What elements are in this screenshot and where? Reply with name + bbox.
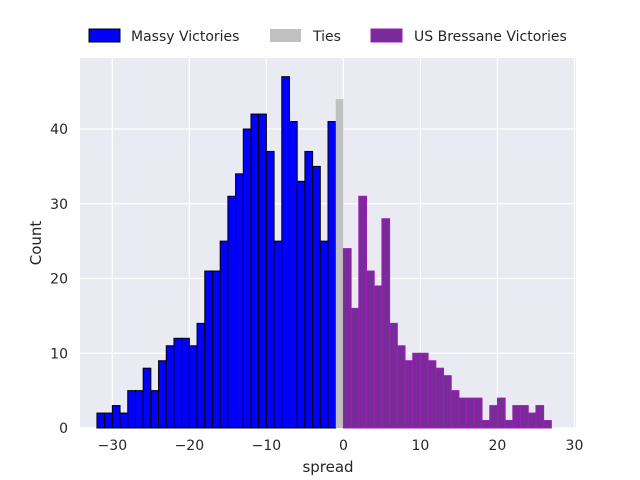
bar-massy-victories [327, 121, 337, 429]
bar-us-bressane-victories [427, 360, 437, 429]
y-tick-label: 40 [50, 122, 68, 138]
bar-us-bressane-victories [527, 412, 537, 429]
bar-us-bressane-victories [350, 307, 360, 429]
bar-ties [335, 99, 344, 428]
legend-swatch-ties [270, 29, 301, 42]
bar-us-bressane-victories [489, 405, 498, 429]
bar-massy-victories [188, 345, 198, 429]
y-tick-labels: 0 10 20 30 40 [50, 122, 68, 437]
bar-us-bressane-victories [512, 405, 522, 429]
bar-massy-victories [134, 390, 144, 429]
x-tick-label: 20 [489, 438, 507, 454]
bar-massy-victories [211, 270, 221, 429]
bar-massy-victories [127, 390, 136, 429]
bar-us-bressane-victories [404, 360, 414, 429]
bar-us-bressane-victories [396, 345, 406, 429]
bar-us-bressane-victories [366, 270, 375, 429]
legend-swatch-us-bressane-victories [370, 28, 403, 43]
bar-massy-victories [173, 337, 183, 429]
bar-massy-victories [258, 113, 267, 429]
histogram-bars [96, 76, 552, 429]
bar-us-bressane-victories [458, 397, 468, 429]
legend-label-ties: Ties [312, 29, 341, 45]
x-tick-label: 10 [412, 438, 430, 454]
bar-us-bressane-victories [412, 352, 421, 429]
bar-massy-victories [196, 322, 206, 429]
bar-massy-victories [111, 405, 121, 429]
x-tick-label: −10 [252, 438, 282, 454]
bar-us-bressane-victories [481, 420, 491, 429]
x-tick-label: 30 [566, 438, 584, 454]
bar-us-bressane-victories [381, 218, 391, 429]
bar-massy-victories [288, 121, 298, 429]
bar-us-bressane-victories [443, 375, 452, 429]
legend-label-us-bressane-victories: US Bressane Victories [414, 29, 567, 45]
bar-massy-victories [242, 128, 252, 429]
bar-massy-victories [142, 367, 152, 429]
bar-massy-victories [265, 150, 275, 429]
y-axis-label: Count [27, 221, 45, 266]
bar-us-bressane-victories [543, 420, 552, 429]
y-tick-label: 20 [50, 272, 68, 288]
bar-massy-victories [319, 240, 329, 429]
bar-massy-victories [296, 180, 306, 429]
y-tick-label: 30 [50, 197, 68, 213]
bar-us-bressane-victories [419, 352, 429, 429]
legend-swatch-massy-victories [88, 28, 121, 43]
bar-us-bressane-victories [450, 390, 460, 429]
bar-massy-victories [158, 360, 167, 429]
bar-massy-victories [119, 412, 129, 429]
bar-massy-victories [235, 173, 244, 429]
legend: Massy Victories Ties US Bressane Victori… [88, 28, 567, 45]
bar-us-bressane-victories [435, 367, 445, 429]
bar-massy-victories [227, 195, 237, 429]
bar-us-bressane-victories [373, 285, 383, 429]
bar-us-bressane-victories [358, 195, 368, 429]
bar-massy-victories [165, 345, 175, 429]
bar-us-bressane-victories [496, 397, 506, 429]
x-tick-label: 0 [339, 438, 348, 454]
x-tick-label: −20 [175, 438, 205, 454]
bar-us-bressane-victories [520, 405, 529, 429]
bar-massy-victories [250, 113, 260, 429]
bar-massy-victories [204, 270, 213, 429]
bar-us-bressane-victories [535, 405, 545, 429]
bar-massy-victories [181, 337, 190, 429]
legend-label-massy-victories: Massy Victories [131, 29, 239, 45]
bar-massy-victories [281, 76, 290, 429]
y-tick-label: 0 [59, 421, 68, 437]
bar-massy-victories [104, 412, 113, 429]
bar-massy-victories [273, 240, 283, 429]
bar-massy-victories [312, 165, 321, 429]
bar-massy-victories [219, 240, 229, 429]
x-axis-label: spread [302, 458, 353, 476]
bar-us-bressane-victories [342, 248, 352, 429]
y-tick-label: 10 [50, 346, 68, 362]
x-tick-label: −30 [98, 438, 128, 454]
bar-us-bressane-victories [389, 322, 398, 429]
bar-us-bressane-victories [473, 397, 483, 429]
bar-us-bressane-victories [466, 397, 475, 429]
x-tick-labels: −30 −20 −10 0 10 20 30 [98, 438, 584, 454]
bar-massy-victories [150, 390, 160, 429]
bar-massy-victories [304, 150, 314, 429]
bar-massy-victories [96, 412, 106, 429]
bar-us-bressane-victories [504, 420, 514, 429]
